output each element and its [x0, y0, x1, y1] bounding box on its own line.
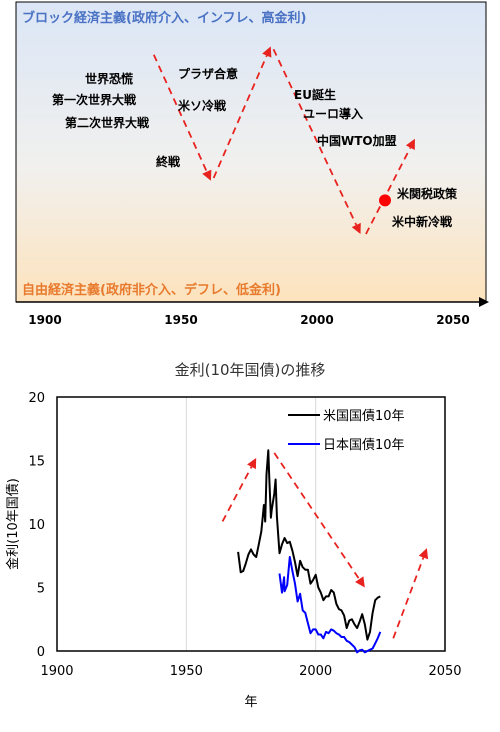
rate-arrow-3-shaft	[392, 557, 425, 639]
concept-arrow-3-head	[351, 222, 361, 234]
concept-background	[15, 1, 487, 303]
series-lines	[237, 449, 382, 654]
event-plaza: プラザ合意	[178, 66, 238, 81]
concept-trend-arrows	[152, 46, 415, 235]
rate-arrow-3-head	[418, 548, 429, 560]
x-axis-label: 年	[244, 695, 257, 710]
concept-arrow-3	[272, 48, 361, 234]
concept-arrow-2-shaft	[212, 55, 268, 179]
concept-arrow-3-shaft	[272, 48, 358, 226]
event-cold-war: 米ソ冷戦	[178, 98, 227, 113]
y-tick-10: 10	[28, 518, 45, 533]
event-ww1: 第一次世界大戦	[52, 92, 137, 107]
chart-title: 金利(10年国債)の推移	[175, 361, 326, 379]
event-us-china-cold-war: 米中新冷戦	[392, 214, 453, 229]
concept-arrow-1-head	[202, 169, 212, 181]
event-labels: 世界恐慌 第一次世界大戦 第二次世界大戦 終戦 米ソ冷戦 プラザ合意 EU誕生 …	[52, 66, 458, 229]
event-war-end: 終戦	[156, 154, 181, 169]
concept-xtick-2050: 2050	[436, 313, 469, 327]
y-tick-20: 20	[28, 391, 45, 406]
concept-arrow-4	[365, 138, 415, 235]
plot-frame	[56, 396, 446, 652]
x-tick-2000: 2000	[299, 664, 332, 679]
rate-arrow-1-head	[247, 457, 257, 470]
event-ww2: 第二次世界大戦	[65, 115, 150, 130]
series-jp-10y	[278, 556, 382, 654]
time-axis-ticks: 1900 1950 2000 2050	[28, 313, 469, 327]
concept-chart: ブロック経済主義(政府介入、インフレ、高金利) 自由経済主義(政府非介入、デフレ…	[15, 1, 489, 327]
rate-arrow-1-shaft	[221, 466, 253, 522]
rate-arrow-2-shaft	[273, 452, 360, 580]
rate-arrow-1	[221, 457, 257, 522]
legend-label-us: 米国国債10年	[323, 409, 405, 424]
time-axis-arrowhead	[479, 297, 489, 307]
y-axis-label: 金利(10年国債)	[5, 478, 21, 570]
x-tick-2050: 2050	[428, 664, 461, 679]
x-tick-labels: 1900 1950 2000 2050	[40, 664, 461, 679]
y-tick-15: 15	[28, 455, 45, 470]
series-us-10y	[237, 449, 381, 641]
x-tick-1950: 1950	[170, 664, 203, 679]
event-euro: ユーロ導入	[303, 106, 363, 121]
concept-xtick-1950: 1950	[164, 313, 197, 327]
event-us-tariff: 米関税政策	[397, 186, 458, 201]
y-tick-labels: 0 5 10 15 20	[28, 391, 45, 660]
rate-trend-arrows	[221, 452, 429, 639]
rate-arrow-2-head	[355, 576, 365, 588]
event-great-depression: 世界恐慌	[85, 71, 133, 86]
concept-xtick-2000: 2000	[300, 313, 333, 327]
legend: 米国国債10年 日本国債10年	[288, 409, 405, 453]
rate-arrow-3	[392, 548, 429, 639]
bottom-label: 自由経済主義(政府非介入、デフレ、低金利)	[22, 282, 281, 298]
concept-arrow-4-head	[405, 138, 415, 150]
concept-arrow-1-shaft	[152, 54, 208, 173]
top-label: ブロック経済主義(政府介入、インフレ、高金利)	[22, 10, 307, 26]
concept-arrow-2	[212, 46, 272, 179]
rate-chart: 金利(10年国債)の推移 0 5 10 15 20 1900 1950 2000 2050 米…	[5, 361, 462, 710]
concept-arrow-4-shaft	[365, 147, 412, 235]
current-position-marker	[379, 194, 391, 207]
y-tick-0: 0	[37, 645, 45, 660]
rate-arrow-2	[273, 452, 365, 588]
y-tick-5: 5	[37, 582, 45, 597]
concept-arrow-1	[152, 54, 212, 181]
legend-label-jp: 日本国債10年	[323, 438, 405, 453]
event-china-wto: 中国WTO加盟	[317, 133, 397, 148]
x-tick-1900: 1900	[40, 664, 73, 679]
concept-xtick-1900: 1900	[28, 313, 61, 327]
vertical-gridlines	[185, 397, 317, 651]
concept-arrow-2-head	[262, 46, 272, 58]
event-eu: EU誕生	[294, 87, 336, 102]
